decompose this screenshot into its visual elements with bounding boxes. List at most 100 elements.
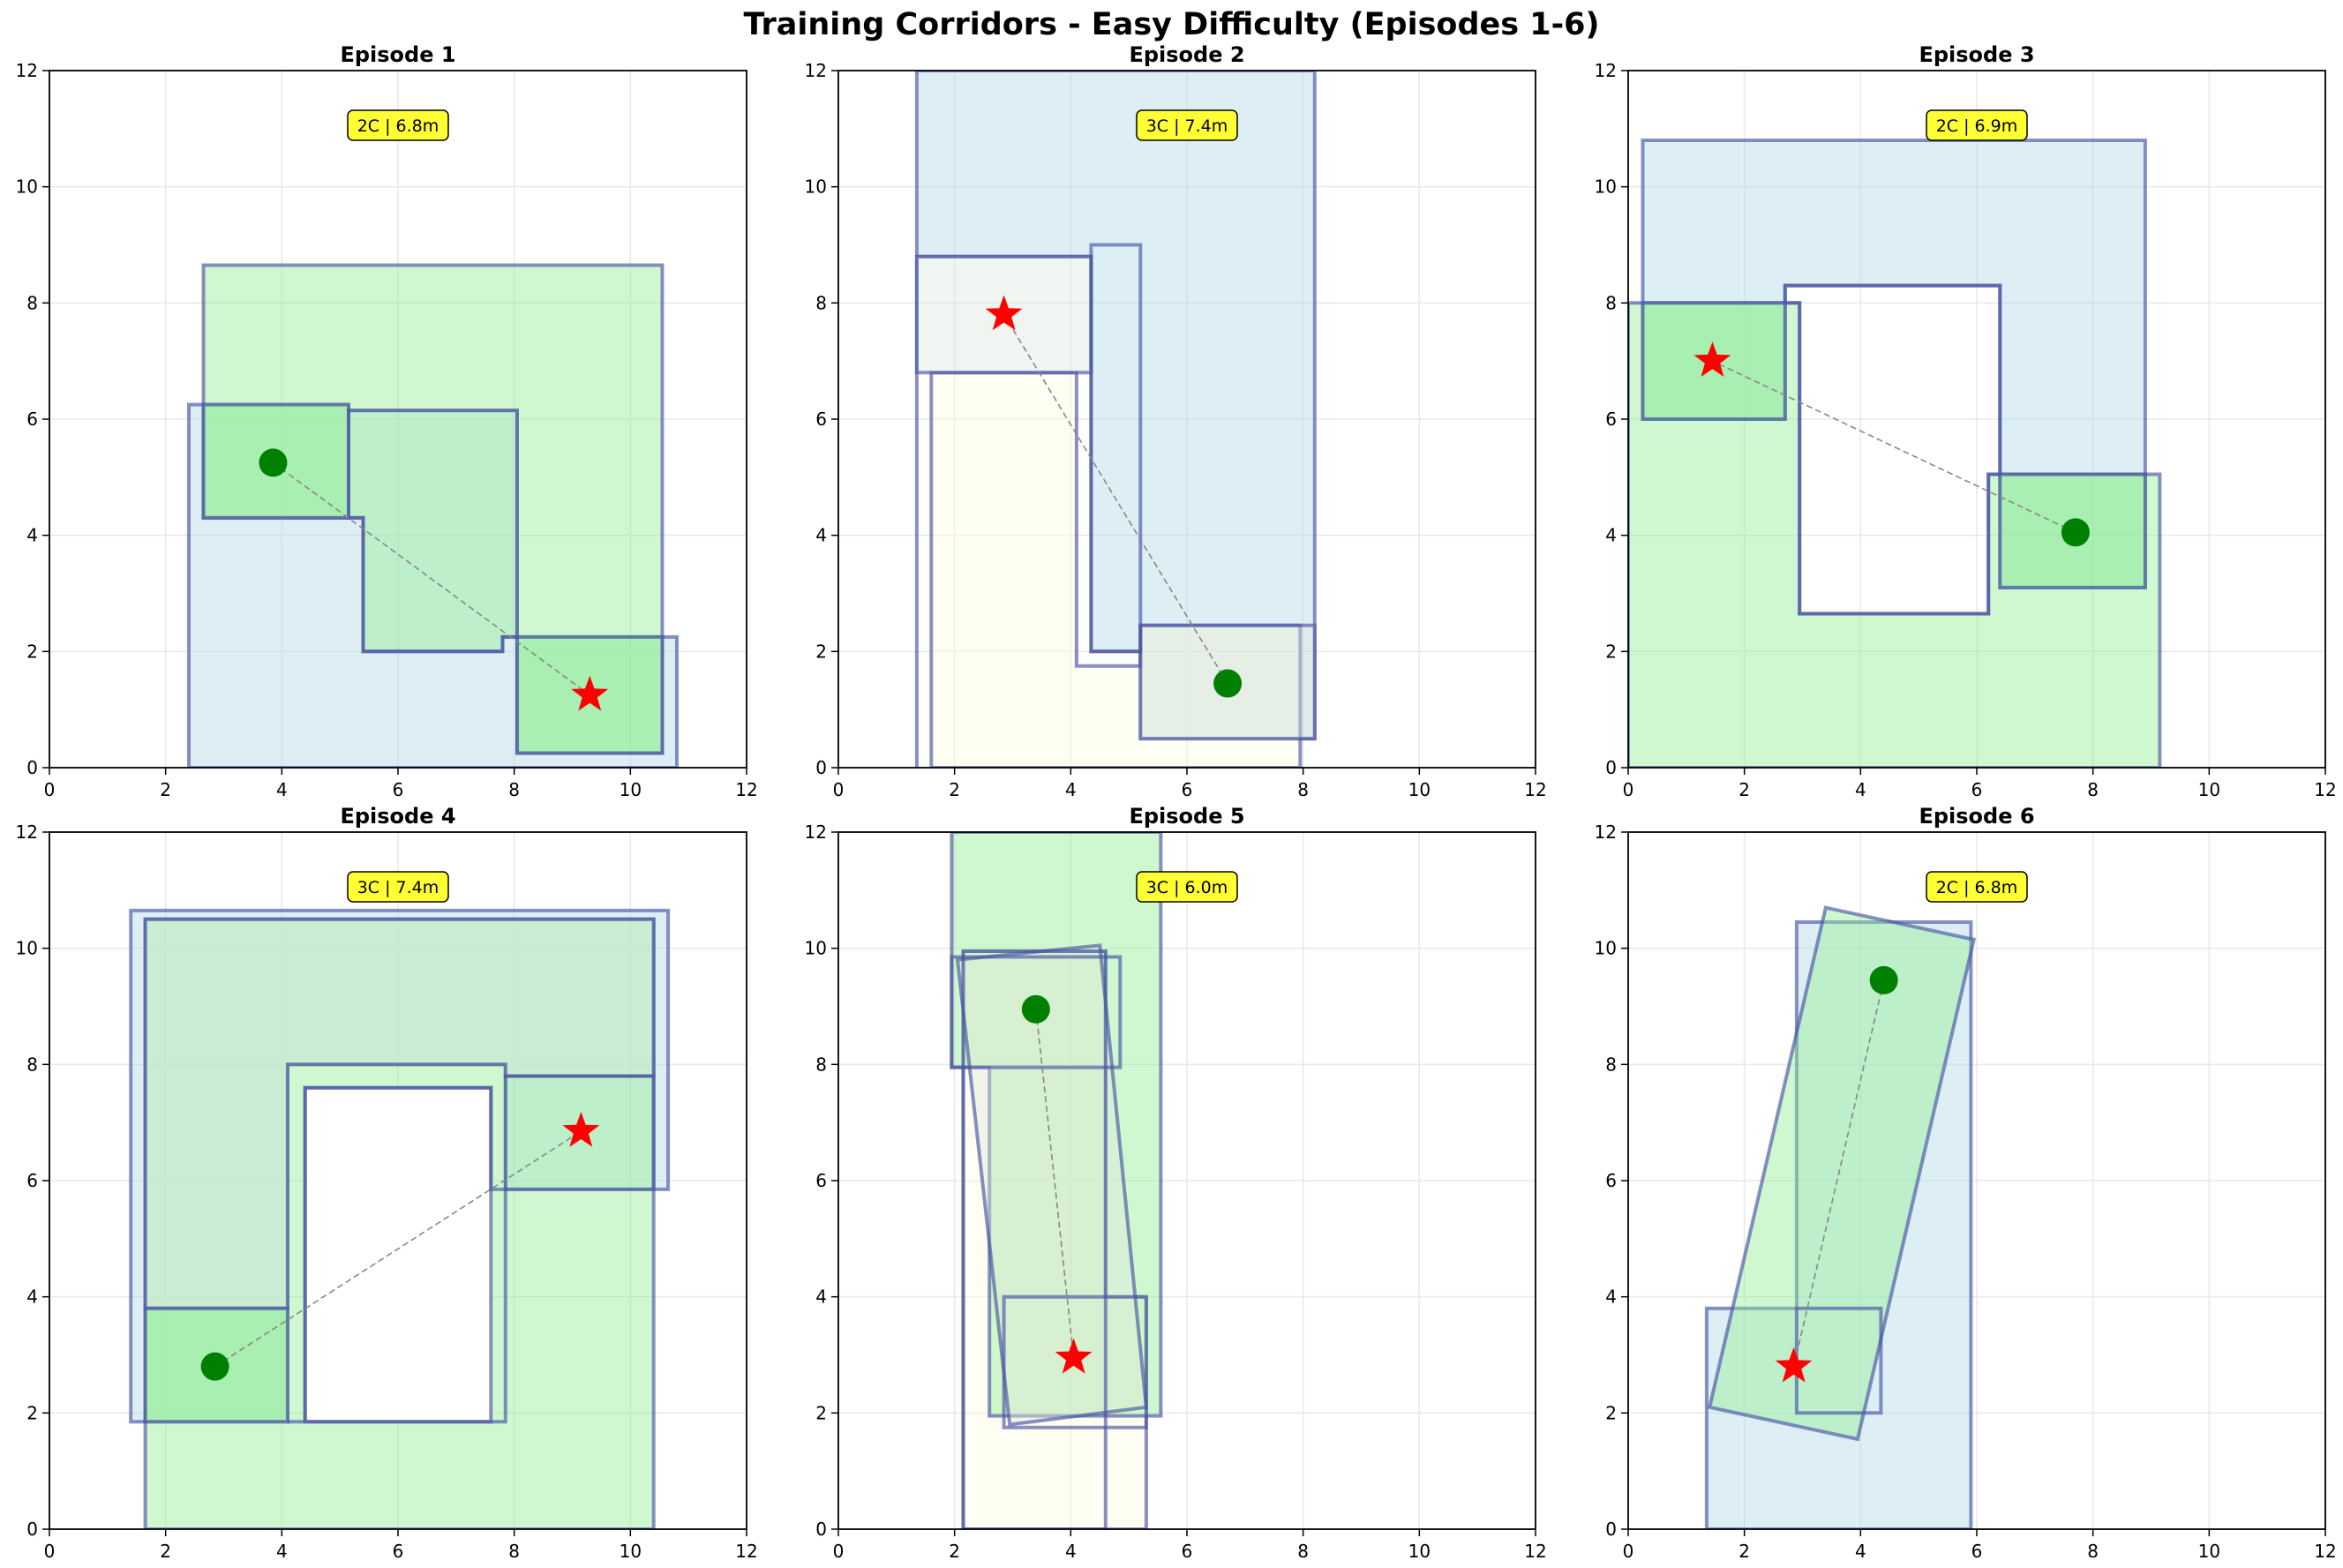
goal-star (562, 1112, 600, 1147)
y-tick-label: 4 (26, 1287, 38, 1308)
corridor-segment (1794, 1306, 1883, 1415)
x-tick-label: 2 (160, 1541, 171, 1562)
y-tick-label: 10 (805, 176, 827, 198)
trajectory-line (1035, 1009, 1075, 1358)
x-tick-label: 8 (1297, 779, 1309, 800)
corridor-segment (961, 949, 1108, 1529)
y-tick-label: 12 (1595, 60, 1617, 81)
x-tick-label: 10 (2198, 1541, 2220, 1562)
y-tick-label: 8 (815, 1054, 827, 1075)
y-tick-label: 2 (815, 1402, 827, 1423)
y-tick-label: 4 (815, 1287, 827, 1308)
corridor-segment (1707, 905, 1977, 1442)
panel-title: Episode 2 (1129, 42, 1244, 67)
x-tick-label: 10 (1408, 1541, 1431, 1562)
start-point (1021, 994, 1050, 1024)
info-badge (1926, 871, 2028, 903)
y-tick-label: 0 (26, 757, 38, 778)
panel-title: Episode 4 (340, 804, 455, 829)
x-tick-label: 2 (160, 779, 171, 800)
x-tick-label: 2 (1738, 1541, 1750, 1562)
y-tick-label: 2 (1605, 641, 1617, 662)
info-badge-label: 2C | 6.9m (1936, 116, 2018, 136)
y-tick-label: 8 (26, 1054, 38, 1075)
panel-episode-3: 0 2 4 6 8 10 12 0 2 4 6 8 10 12 Episode 3 2C | 6.9m (1595, 42, 2337, 800)
y-tick-label: 2 (815, 641, 827, 662)
corridor-shapes (950, 832, 1163, 1529)
panel-episode-6: 0 2 4 6 8 10 12 0 2 4 6 8 10 12 Episode 6 2C | 6.8m (1595, 804, 2337, 1562)
y-tick-label: 2 (26, 641, 38, 662)
x-tick-label: 10 (620, 779, 642, 800)
corridor-segment (503, 1074, 656, 1191)
trajectory-line (1712, 360, 2076, 534)
start-point (1869, 965, 1898, 994)
x-tick-label: 8 (2087, 1541, 2099, 1562)
x-tick-label: 6 (1971, 779, 1983, 800)
y-tick-label: 4 (1605, 1287, 1617, 1308)
x-tick-label: 6 (393, 1541, 404, 1562)
y-tick-label: 8 (1605, 1054, 1617, 1075)
corridor-shapes (1628, 139, 2162, 768)
x-tick-label: 12 (735, 1541, 757, 1562)
panel-title: Episode 3 (1919, 42, 2034, 67)
goal-star (571, 675, 609, 711)
info-badge (1136, 871, 1238, 903)
info-badge (347, 871, 449, 903)
y-tick-label: 10 (1595, 176, 1617, 198)
goal-star (1775, 1347, 1813, 1383)
x-tick-label: 12 (735, 779, 757, 800)
y-tick-label: 10 (805, 938, 827, 959)
corridor-segment (950, 955, 1123, 1069)
y-tick-label: 6 (815, 409, 827, 430)
corridor-shapes (914, 71, 1317, 768)
y-tick-label: 0 (1605, 757, 1617, 778)
x-tick-label: 12 (2314, 1541, 2336, 1562)
x-tick-label: 0 (44, 1541, 56, 1562)
panel-episode-5: 0 2 4 6 8 10 12 0 2 4 6 8 10 12 Episode 5 3C | 6.0m (805, 804, 1547, 1562)
y-tick-label: 6 (1605, 409, 1617, 430)
y-tick-label: 8 (1605, 292, 1617, 313)
figure-title: Training Corridors - Easy Difficulty (Ep… (743, 7, 1600, 42)
goal-star (1055, 1338, 1093, 1374)
y-tick-label: 0 (26, 1519, 38, 1540)
start-point (200, 1352, 229, 1381)
y-tick-label: 8 (26, 292, 38, 313)
y-tick-label: 6 (1605, 1170, 1617, 1191)
corridor-segment (347, 409, 519, 654)
x-tick-label: 8 (1297, 1541, 1309, 1562)
x-tick-label: 4 (276, 1541, 288, 1562)
x-tick-label: 6 (1182, 1541, 1193, 1562)
y-tick-label: 8 (815, 292, 827, 313)
trajectory-line (1003, 314, 1228, 684)
start-point (259, 448, 288, 477)
x-tick-label: 2 (1738, 779, 1750, 800)
corridor-segment (1783, 283, 2002, 616)
x-tick-label: 12 (1524, 779, 1546, 800)
x-tick-label: 4 (1065, 779, 1077, 800)
x-tick-label: 8 (2087, 779, 2099, 800)
y-tick-label: 4 (26, 525, 38, 546)
x-tick-label: 10 (2198, 779, 2220, 800)
panel-episode-4: 0 2 4 6 8 10 12 0 2 4 6 8 10 12 Episode 4 3C | 7.4m (16, 804, 758, 1562)
corridor-segment (303, 1085, 493, 1424)
goal-star (1693, 341, 1731, 377)
panel-episode-2: 0 2 4 6 8 10 12 0 2 4 6 8 10 12 Episode 2 3C | 7.4m (805, 42, 1547, 800)
y-tick-label: 6 (26, 409, 38, 430)
panel-episode-1: 0 2 4 6 8 10 12 0 2 4 6 8 10 12 Episode 1 2C | 6.8m (16, 42, 758, 800)
x-tick-label: 2 (949, 1541, 960, 1562)
y-tick-label: 0 (815, 757, 827, 778)
info-badge-label: 2C | 6.8m (357, 116, 439, 136)
x-tick-label: 6 (393, 779, 404, 800)
y-tick-label: 10 (1595, 938, 1617, 959)
y-tick-label: 12 (16, 822, 38, 843)
corridor-segment (1089, 243, 1143, 654)
y-tick-label: 10 (16, 176, 38, 198)
corridor-shapes (1704, 905, 1977, 1529)
start-point (1213, 669, 1243, 698)
x-tick-label: 4 (1855, 1541, 1866, 1562)
x-tick-label: 4 (1065, 1541, 1077, 1562)
y-tick-label: 10 (16, 938, 38, 959)
x-tick-label: 8 (508, 779, 520, 800)
x-tick-label: 0 (44, 779, 56, 800)
